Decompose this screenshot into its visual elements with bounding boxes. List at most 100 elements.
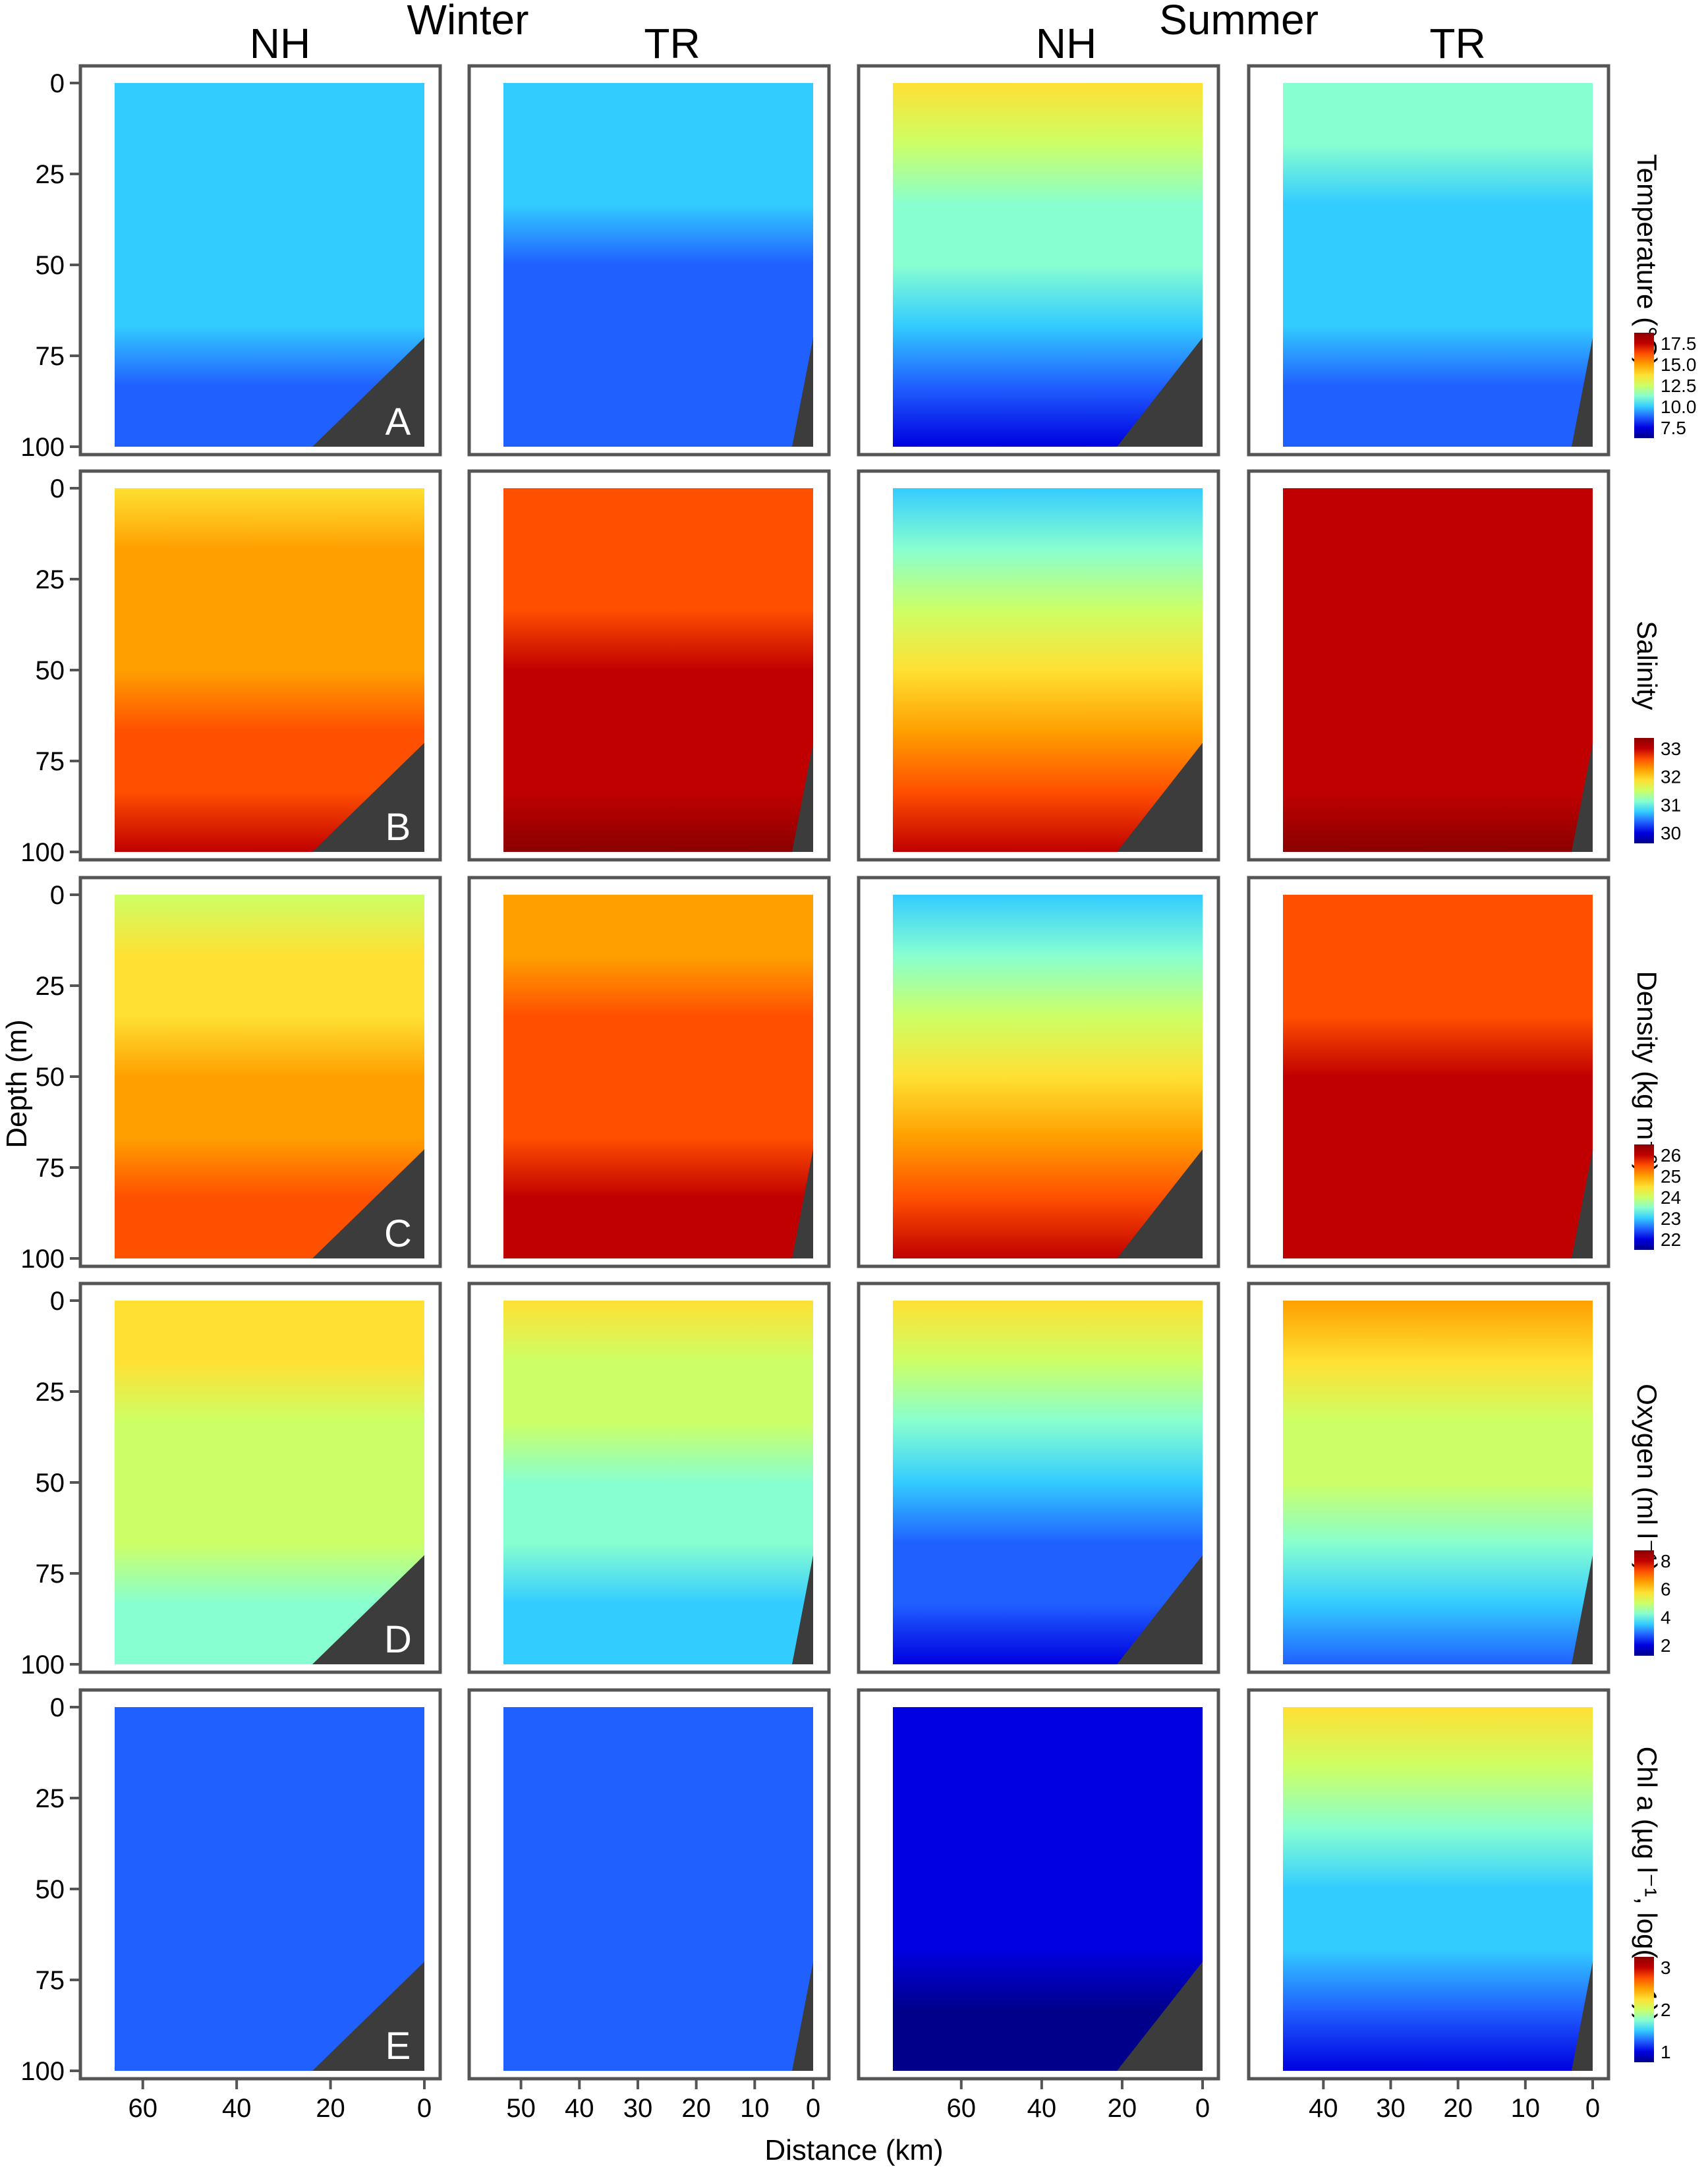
column-title-summer-nh: NH — [1036, 20, 1096, 67]
x-tick-label-0-1: 40 — [222, 2094, 252, 2123]
variable-label-salinity: Salinity — [1632, 621, 1663, 710]
variable-label-oxygen: Oxygen (ml l⁻¹) — [1632, 1384, 1663, 1572]
column-title-winter-nh: NH — [250, 20, 310, 67]
seafloor-oxygen-0 — [312, 1555, 424, 1664]
seafloor-salinity-1 — [792, 743, 813, 852]
panel-letter-E: E — [385, 2025, 411, 2068]
y-tick-label-4-4: 100 — [20, 2057, 65, 2086]
contour-field-chl_a-1 — [503, 1707, 813, 2071]
colorbar-tick-density-0: 26 — [1661, 1145, 1681, 1166]
seafloor-temperature-0 — [312, 337, 424, 447]
y-tick-label-1-2: 50 — [36, 656, 65, 685]
x-tick-label-3-1: 30 — [1376, 2094, 1406, 2123]
seafloor-chl_a-0 — [312, 1961, 424, 2071]
x-tick-label-2-2: 20 — [1108, 2094, 1137, 2123]
contour-field-salinity-2 — [893, 488, 1203, 852]
variable-label-density: Density (kg m⁻³) — [1632, 971, 1663, 1173]
contour-field-oxygen-2 — [893, 1301, 1203, 1664]
colorbar-temperature — [1634, 333, 1654, 438]
contour-field-density-3 — [1283, 895, 1593, 1258]
seafloor-chl_a-2 — [1117, 1961, 1203, 2071]
x-tick-label-1-1: 40 — [565, 2094, 594, 2123]
contour-field-temperature-1 — [503, 83, 813, 447]
seafloor-salinity-3 — [1572, 743, 1593, 852]
colorbar-density — [1634, 1144, 1654, 1250]
y-tick-label-1-4: 100 — [20, 838, 65, 867]
colorbar-tick-salinity-1: 32 — [1661, 767, 1681, 787]
colorbar-tick-oxygen-1: 6 — [1661, 1579, 1671, 1600]
y-tick-label-2-3: 75 — [36, 1154, 65, 1183]
y-tick-label-1-0: 0 — [50, 474, 65, 503]
panel-grid: A B C D E — [78, 64, 1610, 2081]
x-axis-title: Distance (km) — [764, 2134, 943, 2166]
contour-field-density-0 — [115, 895, 424, 1258]
y-tick-label-4-3: 75 — [36, 1966, 65, 1995]
contour-field-oxygen-1 — [503, 1301, 813, 1664]
seafloor-oxygen-2 — [1117, 1555, 1203, 1664]
season-title-summer: Summer — [1159, 0, 1319, 43]
y-tick-label-0-4: 100 — [20, 433, 65, 462]
panel-letter-B: B — [385, 806, 411, 849]
axis-group: 0255075100025507510002550751000255075100… — [20, 69, 1600, 2123]
colorbar-tick-salinity-3: 30 — [1661, 823, 1681, 843]
x-tick-label-2-1: 40 — [1027, 2094, 1057, 2123]
colorbar-group: Temperature (°C)17.515.012.510.07.5 Salin… — [1632, 154, 1697, 2062]
colorbar-tick-chl_a-1: 2 — [1661, 2000, 1671, 2020]
panel-letter-C: C — [384, 1212, 412, 1255]
colorbar-tick-density-4: 22 — [1661, 1229, 1681, 1250]
x-tick-label-3-3: 10 — [1511, 2094, 1541, 2123]
x-tick-label-3-0: 40 — [1309, 2094, 1338, 2123]
seafloor-density-3 — [1572, 1149, 1593, 1258]
y-tick-label-0-3: 75 — [36, 342, 65, 371]
seafloor-temperature-2 — [1117, 337, 1203, 447]
contour-field-density-1 — [503, 895, 813, 1258]
y-tick-label-1-3: 75 — [36, 747, 65, 776]
contour-field-salinity-1 — [503, 488, 813, 852]
colorbar-tick-chl_a-2: 1 — [1661, 2042, 1671, 2062]
x-tick-label-1-0: 50 — [506, 2094, 536, 2123]
seafloor-temperature-1 — [792, 337, 813, 447]
colorbar-tick-chl_a-0: 3 — [1661, 1958, 1671, 1978]
y-tick-label-3-1: 25 — [36, 1378, 65, 1407]
colorbar-tick-temperature-0: 17.5 — [1661, 333, 1697, 354]
contour-field-density-2 — [893, 895, 1203, 1258]
seafloor-salinity-0 — [312, 743, 424, 852]
x-tick-label-1-5: 0 — [806, 2094, 820, 2123]
y-axis-title: Depth (m) — [1, 1019, 33, 1148]
seafloor-salinity-2 — [1117, 743, 1203, 852]
colorbar-tick-salinity-2: 31 — [1661, 795, 1681, 815]
colorbar-tick-temperature-4: 7.5 — [1661, 418, 1686, 438]
colorbar-tick-temperature-1: 15.0 — [1661, 354, 1697, 375]
colorbar-tick-temperature-3: 10.0 — [1661, 397, 1697, 417]
y-tick-label-4-2: 50 — [36, 1875, 65, 1904]
y-tick-label-0-2: 50 — [36, 251, 65, 280]
contour-field-salinity-3 — [1283, 488, 1593, 852]
variable-label-temperature: Temperature (°C) — [1632, 154, 1663, 367]
y-tick-label-0-0: 0 — [50, 69, 65, 98]
y-tick-label-2-2: 50 — [36, 1063, 65, 1092]
contour-field-chl_a-0 — [115, 1707, 424, 2071]
colorbar-chl_a — [1634, 1957, 1654, 2062]
colorbar-tick-salinity-0: 33 — [1661, 739, 1681, 759]
x-tick-label-3-2: 20 — [1443, 2094, 1473, 2123]
seafloor-density-2 — [1117, 1149, 1203, 1258]
contour-field-oxygen-3 — [1283, 1301, 1593, 1664]
colorbar-tick-density-3: 23 — [1661, 1208, 1681, 1229]
season-title-winter: Winter — [407, 0, 529, 43]
contour-field-temperature-3 — [1283, 83, 1593, 447]
panel-letter-A: A — [385, 401, 411, 443]
y-tick-label-2-4: 100 — [20, 1245, 65, 1274]
contour-field-salinity-0 — [115, 488, 424, 852]
x-tick-label-2-3: 0 — [1195, 2094, 1210, 2123]
x-tick-label-0-0: 60 — [128, 2094, 157, 2123]
x-tick-label-2-0: 60 — [947, 2094, 977, 2123]
y-tick-label-3-3: 75 — [36, 1560, 65, 1589]
seafloor-chl_a-1 — [792, 1961, 813, 2071]
x-tick-label-0-2: 20 — [316, 2094, 345, 2123]
seafloor-chl_a-3 — [1572, 1961, 1593, 2071]
contour-field-temperature-0 — [115, 83, 424, 447]
contour-field-chl_a-2 — [893, 1707, 1203, 2071]
y-tick-label-3-0: 0 — [50, 1287, 65, 1316]
y-tick-label-4-1: 25 — [36, 1784, 65, 1813]
colorbar-oxygen — [1634, 1550, 1654, 1656]
